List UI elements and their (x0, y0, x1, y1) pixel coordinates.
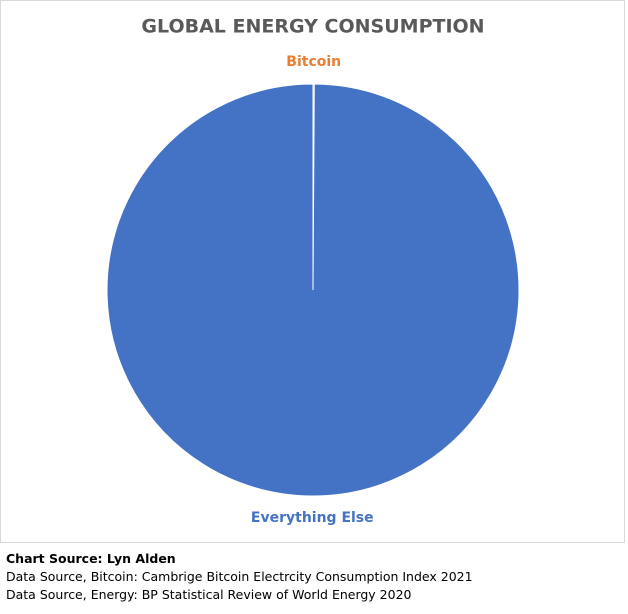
note: Data Source, Bitcoin: Cambrige Bitcoin E… (6, 569, 473, 584)
slice-label: Bitcoin (286, 54, 341, 70)
chart: GLOBAL ENERGY CONSUMPTION Bitcoin Everyth… (0, 0, 625, 543)
slice-label: Everything Else (251, 510, 374, 526)
chart-title: GLOBAL ENERGY CONSUMPTION (141, 16, 484, 38)
note: Data Source, Energy: BP Statistical Revi… (6, 587, 412, 602)
chart-source: Chart Source: Lyn Alden (6, 551, 176, 566)
pie-slice (106, 83, 520, 497)
